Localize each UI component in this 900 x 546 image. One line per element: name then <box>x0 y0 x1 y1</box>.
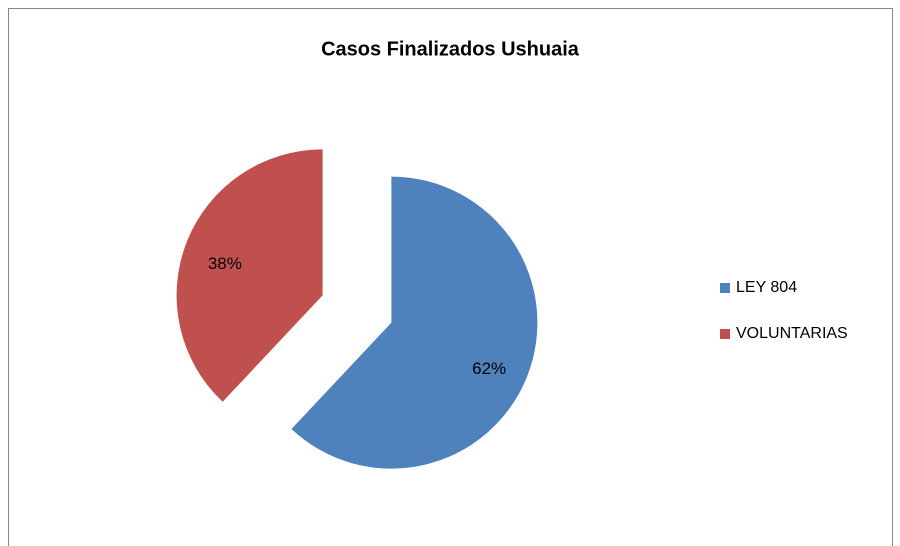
data-label: 62% <box>472 359 506 378</box>
pie-slice <box>291 176 538 469</box>
legend-swatch <box>720 329 730 339</box>
legend-label: VOLUNTARIAS <box>736 325 848 342</box>
legend-swatch <box>720 283 730 293</box>
legend-label: LEY 804 <box>736 279 797 296</box>
pie-slice <box>176 149 323 402</box>
chart-title: Casos Finalizados Ushuaia <box>321 38 580 60</box>
data-label: 38% <box>208 254 242 273</box>
